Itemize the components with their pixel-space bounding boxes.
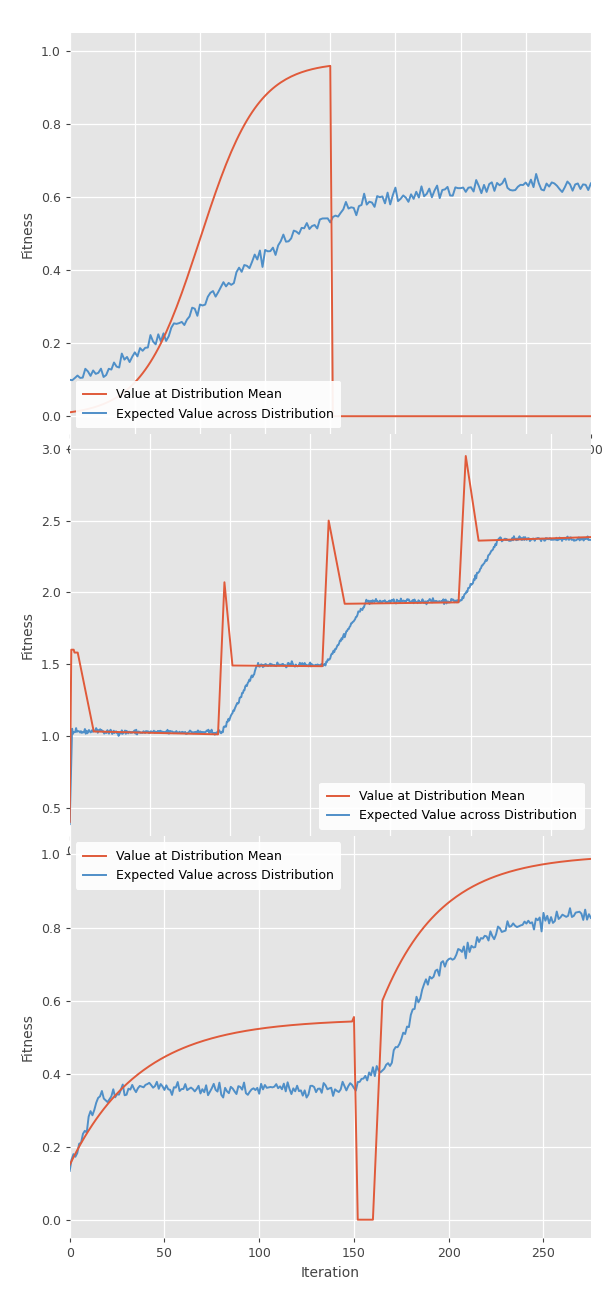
Value at Distribution Mean [95,723,102,739]
Expected Value across Distribution [173,723,180,739]
Value at Distribution Mean [135,1066,142,1082]
Legend: Value at Distribution Mean, Expected Value across Distribution: Value at Distribution Mean, Expected Val… [76,381,341,428]
Value at Distribution Mean [158,726,165,741]
Expected Value across Distribution [377,1065,384,1081]
X-axis label: Iteration: Iteration [301,863,360,878]
Legend: Value at Distribution Mean, Expected Value across Distribution: Value at Distribution Mean, Expected Val… [76,842,341,889]
Line: Expected Value across Distribution: Expected Value across Distribution [70,908,591,1171]
Expected Value across Distribution [135,1081,142,1096]
Value at Distribution Mean [353,409,360,424]
Expected Value across Distribution [587,910,594,926]
Line: Value at Distribution Mean: Value at Distribution Mean [70,66,591,417]
Expected Value across Distribution [331,1082,339,1098]
Value at Distribution Mean [66,1157,73,1172]
Value at Distribution Mean [337,1014,344,1030]
Value at Distribution Mean [66,814,73,829]
Expected Value across Distribution [68,372,76,388]
Expected Value across Distribution [116,360,123,376]
Value at Distribution Mean [102,724,110,740]
Value at Distribution Mean [331,1014,339,1030]
Expected Value across Distribution [428,971,435,986]
Expected Value across Distribution [587,532,594,548]
Legend: Value at Distribution Mean, Expected Value across Distribution: Value at Distribution Mean, Expected Val… [319,782,585,831]
Value at Distribution Mean [587,852,594,867]
Value at Distribution Mean [173,726,180,741]
Expected Value across Distribution [350,200,358,216]
Text: (b) Reward of ES on the Fleeting Peaks Landscape: (b) Reward of ES on the Fleeting Peaks L… [75,907,585,925]
Value at Distribution Mean [379,993,386,1009]
Value at Distribution Mean [259,1020,267,1036]
Line: Value at Distribution Mean: Value at Distribution Mean [70,859,591,1220]
Value at Distribution Mean [285,69,292,85]
Line: Value at Distribution Mean: Value at Distribution Mean [70,456,591,821]
Value at Distribution Mean [68,403,76,419]
Value at Distribution Mean [548,409,556,424]
Expected Value across Distribution [259,259,266,275]
Value at Distribution Mean [113,389,120,405]
Line: Expected Value across Distribution: Expected Value across Distribution [70,174,591,380]
Y-axis label: Fitness: Fitness [21,612,35,659]
Value at Distribution Mean [462,448,470,464]
Expected Value across Distribution [287,231,295,246]
Expected Value across Distribution [66,816,73,832]
Expected Value across Distribution [259,1082,267,1098]
Expected Value across Distribution [230,703,238,719]
Value at Distribution Mean [430,909,437,925]
Expected Value across Distribution [337,1082,344,1098]
Expected Value across Distribution [158,724,165,740]
Value at Distribution Mean [230,658,238,673]
Expected Value across Distribution [510,528,518,544]
Expected Value across Distribution [102,724,110,740]
Expected Value across Distribution [72,371,79,386]
Value at Distribution Mean [354,1212,361,1227]
Expected Value across Distribution [548,174,556,190]
Y-axis label: Fitness: Fitness [21,210,35,258]
Expected Value across Distribution [587,176,594,191]
Line: Expected Value across Distribution: Expected Value across Distribution [70,536,591,824]
Expected Value across Distribution [530,531,537,546]
Value at Distribution Mean [327,58,334,73]
Value at Distribution Mean [329,409,336,424]
Value at Distribution Mean [66,405,73,421]
Value at Distribution Mean [587,529,594,545]
Value at Distribution Mean [256,94,264,110]
Value at Distribution Mean [530,531,537,546]
X-axis label: Iteration: Iteration [301,1265,360,1280]
Text: (a) Reward of ES on the Donut Landscape: (a) Reward of ES on the Donut Landscape [120,512,541,531]
Expected Value across Distribution [533,166,540,182]
Value at Distribution Mean [587,409,594,424]
Expected Value across Distribution [66,372,73,388]
Expected Value across Distribution [66,1163,73,1179]
Y-axis label: Fitness: Fitness [21,1013,35,1061]
Expected Value across Distribution [567,900,574,916]
Expected Value across Distribution [95,722,102,738]
X-axis label: Iteration: Iteration [301,462,360,476]
